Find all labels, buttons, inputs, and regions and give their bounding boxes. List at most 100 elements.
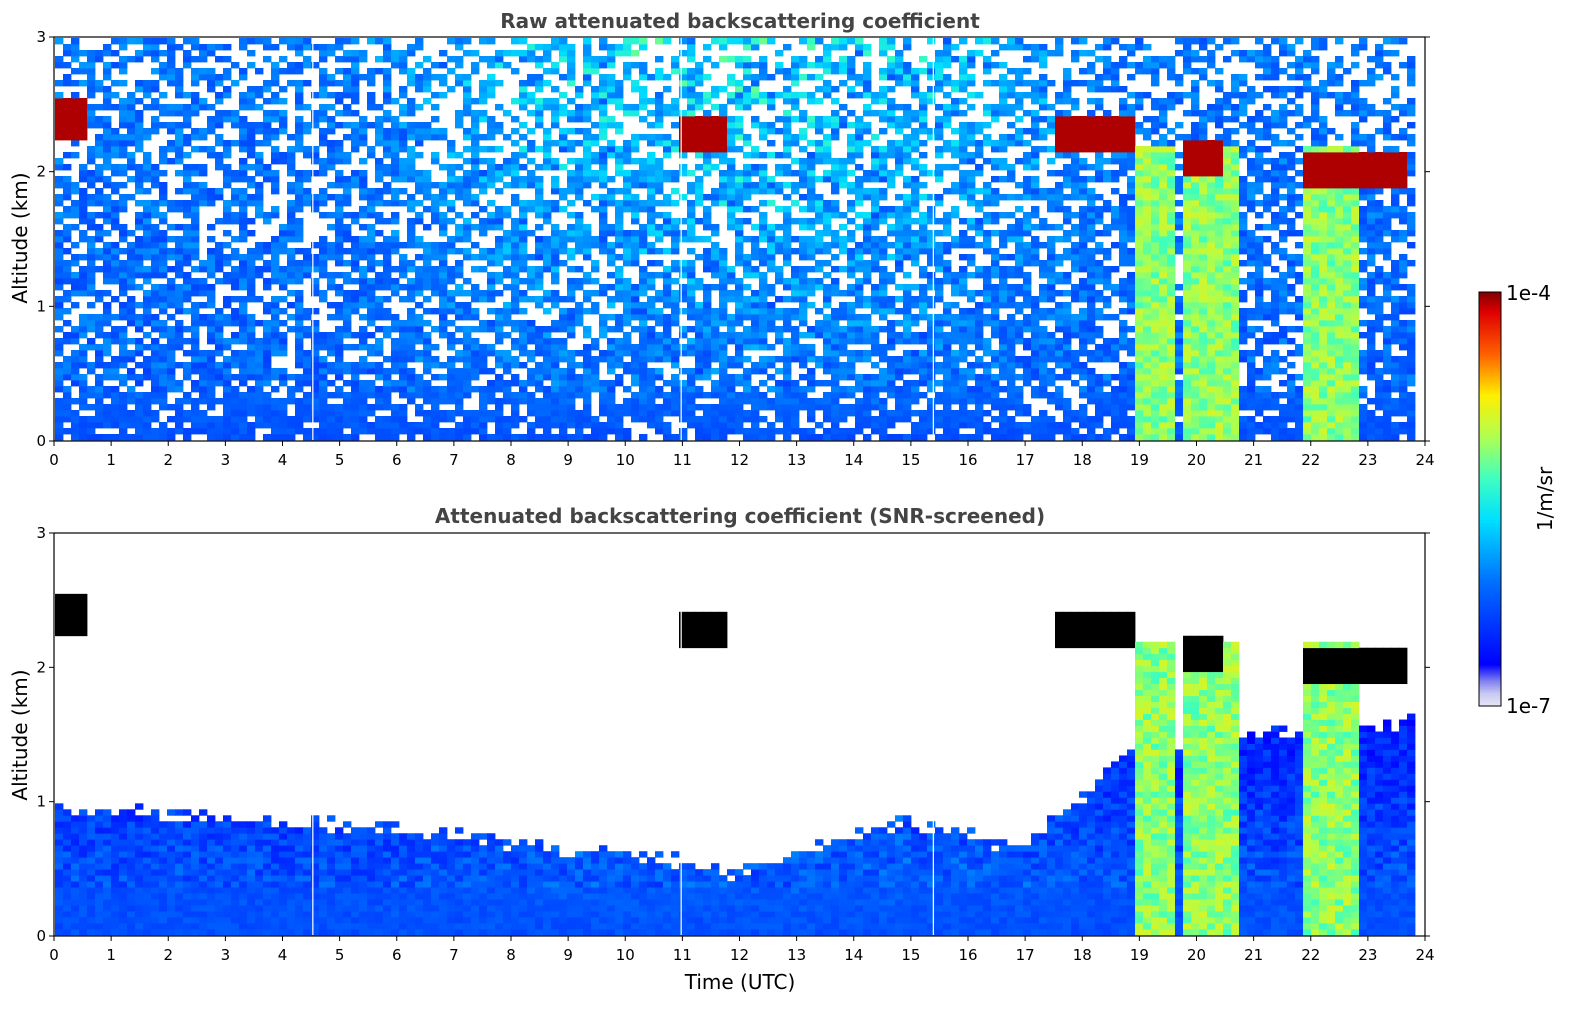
heatmap-cell	[191, 134, 200, 141]
heatmap-cell	[471, 362, 480, 369]
heatmap-cell	[207, 374, 216, 381]
heatmap-cell	[335, 284, 344, 291]
heatmap-cell	[791, 308, 800, 315]
heatmap-cell	[647, 308, 656, 315]
heatmap-cell	[751, 242, 760, 249]
heatmap-cell	[135, 80, 144, 87]
heatmap-cell	[287, 428, 296, 435]
heatmap-cell	[743, 134, 752, 141]
heatmap-cell	[639, 320, 648, 327]
heatmap-cell	[783, 140, 792, 147]
heatmap-cell	[863, 416, 872, 423]
heatmap-cell	[815, 140, 824, 147]
heatmap-cell	[711, 62, 720, 69]
heatmap-cell	[831, 368, 840, 375]
heatmap-cell	[743, 338, 752, 345]
heatmap-cell	[423, 350, 432, 357]
heatmap-cell	[735, 122, 744, 129]
heatmap-cell	[351, 266, 360, 273]
heatmap-cell	[831, 242, 840, 249]
heatmap-cell	[591, 56, 600, 63]
heatmap-cell	[631, 410, 640, 417]
heatmap-cell	[95, 122, 104, 129]
heatmap-cell	[735, 176, 744, 183]
heatmap-cell	[783, 380, 792, 387]
heatmap-cell	[247, 320, 256, 327]
heatmap-cell	[223, 374, 232, 381]
heatmap-cell	[847, 206, 856, 213]
heatmap-cell	[431, 92, 440, 99]
heatmap-cell	[71, 416, 80, 423]
heatmap-cell	[575, 314, 584, 321]
heatmap-cell	[783, 344, 792, 351]
heatmap-cell	[919, 122, 928, 129]
heatmap-cell	[567, 362, 576, 369]
heatmap-cell	[631, 284, 640, 291]
heatmap-cell	[439, 320, 448, 327]
heatmap-cell	[783, 320, 792, 327]
heatmap-cell	[359, 386, 368, 393]
heatmap-cell	[551, 422, 560, 429]
heatmap-cell	[471, 350, 480, 357]
heatmap-cell	[383, 146, 392, 153]
heatmap-cell	[911, 146, 920, 153]
heatmap-cell	[607, 146, 616, 153]
heatmap-cell	[823, 302, 832, 309]
heatmap-cell	[823, 242, 832, 249]
heatmap-cell	[511, 362, 520, 369]
heatmap-cell	[71, 434, 80, 441]
heatmap-cell	[879, 38, 888, 45]
heatmap-cell	[431, 158, 440, 165]
heatmap-cell	[391, 290, 400, 297]
heatmap-cell	[351, 128, 360, 135]
heatmap-cell	[719, 386, 728, 393]
heatmap-cell	[719, 254, 728, 261]
heatmap-cell	[503, 428, 512, 435]
heatmap-cell	[295, 122, 304, 129]
heatmap-cell	[855, 296, 864, 303]
heatmap-cell	[79, 398, 88, 405]
heatmap-cell	[343, 422, 352, 429]
heatmap-cell	[231, 332, 240, 339]
heatmap-cell	[807, 74, 816, 81]
heatmap-cell	[303, 152, 312, 159]
heatmap-cell	[111, 206, 120, 213]
heatmap-cell	[207, 434, 216, 441]
heatmap-cell	[895, 212, 904, 219]
heatmap-cell	[135, 320, 144, 327]
heatmap-cell	[751, 188, 760, 195]
heatmap-cell	[615, 212, 624, 219]
heatmap-cell	[887, 242, 896, 249]
heatmap-cell	[455, 38, 464, 45]
heatmap-cell	[215, 218, 224, 225]
heatmap-cell	[383, 86, 392, 93]
heatmap-cell	[719, 116, 728, 123]
heatmap-cell	[623, 434, 632, 441]
heatmap-cell	[815, 332, 824, 339]
heatmap-cell	[767, 422, 776, 429]
heatmap-cell	[823, 248, 832, 255]
heatmap-cell	[223, 116, 232, 123]
heatmap-cell	[279, 248, 288, 255]
heatmap-cell	[551, 122, 560, 129]
heatmap-cell	[71, 152, 80, 159]
heatmap-cell	[231, 398, 240, 405]
heatmap-cell	[239, 200, 248, 207]
heatmap-cell	[575, 266, 584, 273]
heatmap-cell	[263, 278, 272, 285]
heatmap-cell	[159, 218, 168, 225]
heatmap-cell	[167, 302, 176, 309]
heatmap-cell	[695, 374, 704, 381]
heatmap-cell	[351, 278, 360, 285]
heatmap-cell	[423, 122, 432, 129]
heatmap-cell	[495, 350, 504, 357]
heatmap-cell	[327, 242, 336, 249]
heatmap-cell	[711, 392, 720, 399]
heatmap-cell	[175, 236, 184, 243]
heatmap-cell	[335, 356, 344, 363]
heatmap-cell	[111, 80, 120, 87]
heatmap-cell	[823, 428, 832, 435]
heatmap-cell	[615, 350, 624, 357]
heatmap-cell	[335, 368, 344, 375]
heatmap-cell	[911, 254, 920, 261]
